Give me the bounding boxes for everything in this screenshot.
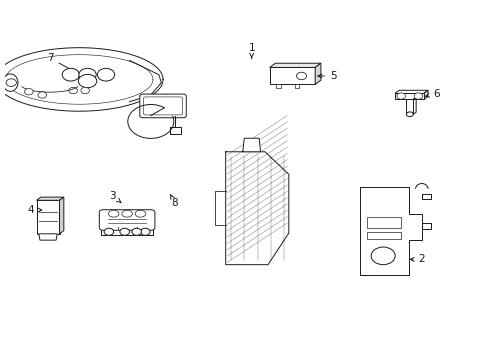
Polygon shape bbox=[169, 127, 181, 134]
Text: 7: 7 bbox=[47, 53, 76, 72]
Bar bbox=[101, 229, 153, 235]
Polygon shape bbox=[37, 197, 64, 200]
Text: 6: 6 bbox=[425, 89, 439, 99]
Circle shape bbox=[79, 68, 96, 81]
Ellipse shape bbox=[3, 74, 18, 91]
Polygon shape bbox=[421, 223, 430, 229]
Polygon shape bbox=[269, 63, 320, 67]
Circle shape bbox=[296, 72, 306, 80]
Circle shape bbox=[81, 87, 89, 94]
Polygon shape bbox=[406, 99, 412, 114]
Text: 2: 2 bbox=[409, 255, 424, 264]
Text: 8: 8 bbox=[170, 195, 178, 208]
Polygon shape bbox=[39, 234, 57, 240]
Text: 5: 5 bbox=[317, 71, 336, 81]
Bar bbox=[37, 200, 60, 234]
Circle shape bbox=[104, 228, 113, 235]
Circle shape bbox=[97, 68, 114, 81]
Polygon shape bbox=[315, 63, 320, 84]
Circle shape bbox=[62, 68, 79, 81]
Circle shape bbox=[413, 93, 422, 99]
FancyBboxPatch shape bbox=[140, 94, 186, 118]
Text: 3: 3 bbox=[109, 191, 121, 203]
Circle shape bbox=[38, 92, 46, 98]
Polygon shape bbox=[395, 93, 424, 99]
Circle shape bbox=[24, 89, 33, 95]
Ellipse shape bbox=[78, 75, 97, 88]
Circle shape bbox=[396, 93, 405, 99]
Ellipse shape bbox=[406, 112, 412, 117]
Polygon shape bbox=[225, 152, 288, 265]
Polygon shape bbox=[60, 197, 64, 234]
Bar bbox=[366, 217, 401, 228]
Circle shape bbox=[69, 87, 77, 94]
Ellipse shape bbox=[108, 210, 119, 217]
Bar bbox=[294, 84, 299, 88]
FancyBboxPatch shape bbox=[99, 210, 155, 230]
Circle shape bbox=[120, 228, 129, 235]
Circle shape bbox=[132, 228, 141, 235]
Circle shape bbox=[370, 247, 394, 265]
Text: 1: 1 bbox=[248, 43, 254, 58]
Polygon shape bbox=[359, 187, 421, 275]
Ellipse shape bbox=[122, 210, 132, 217]
Circle shape bbox=[6, 79, 17, 86]
Circle shape bbox=[140, 228, 150, 235]
Polygon shape bbox=[0, 48, 163, 111]
Ellipse shape bbox=[135, 210, 145, 217]
Text: 4: 4 bbox=[28, 205, 41, 215]
Bar bbox=[366, 232, 401, 239]
Bar bbox=[269, 67, 315, 84]
Polygon shape bbox=[421, 194, 430, 199]
Polygon shape bbox=[242, 138, 260, 152]
Bar bbox=[276, 84, 281, 88]
